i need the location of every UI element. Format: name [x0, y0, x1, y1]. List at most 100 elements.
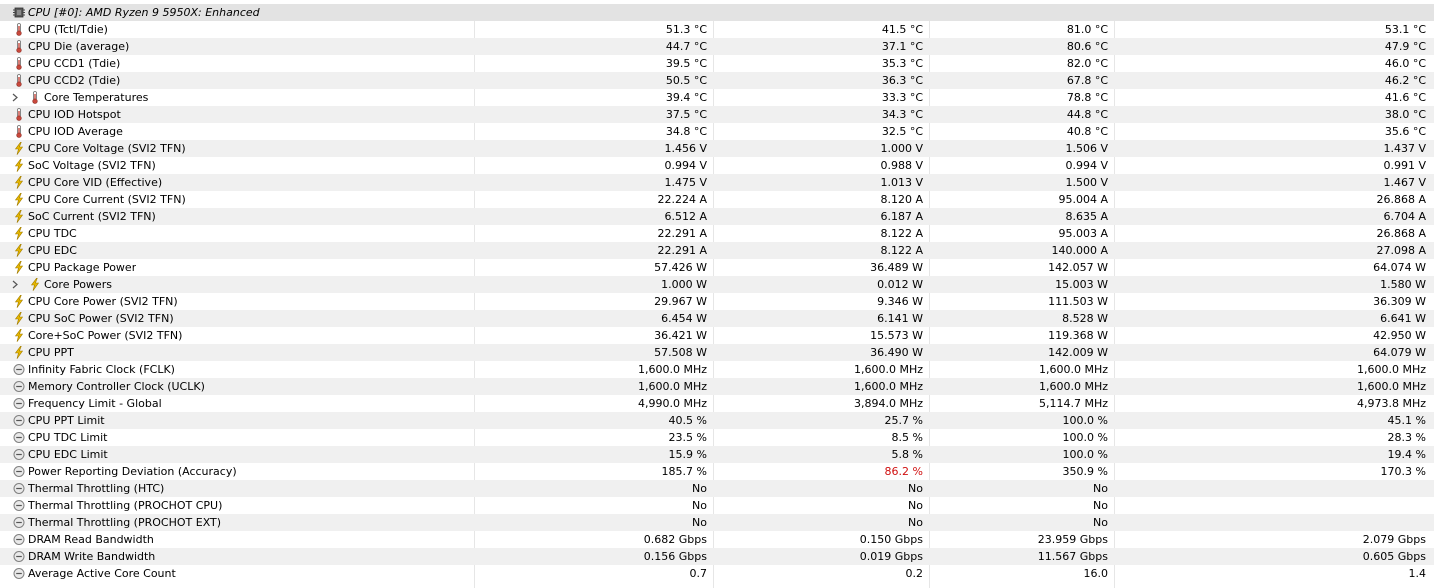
current-value: 6.454 W [661, 312, 707, 325]
maximum-value: 5,114.7 MHz [1038, 397, 1108, 410]
sensor-row[interactable]: CPU (Tctl/Tdie) 51.3 °C 41.5 °C 81.0 °C 53.1… [0, 21, 1434, 38]
sensor-row[interactable]: CPU Core Voltage (SVI2 TFN) 1.456 V 1.000 … [0, 140, 1434, 157]
maximum-value: No [1093, 482, 1108, 495]
average-value: 19.4 % [1387, 448, 1426, 461]
gauge-icon [13, 380, 25, 393]
sensor-row[interactable]: Core+SoC Power (SVI2 TFN) 36.421 W 15.573 … [0, 327, 1434, 344]
current-value: 51.3 °C [665, 23, 707, 36]
gauge-icon [13, 431, 25, 444]
current-value: 57.426 W [654, 261, 707, 274]
sensor-group-row[interactable]: Core Temperatures 39.4 °C 33.3 °C 78.8 °C 41… [0, 89, 1434, 106]
maximum-value: 0.994 V [1065, 159, 1108, 172]
sensor-row[interactable]: Frequency Limit - Global 4,990.0 MHz 3,894… [0, 395, 1434, 412]
expand-chevron-icon[interactable] [11, 89, 21, 106]
maximum-value: 1,600.0 MHz [1038, 380, 1108, 393]
sensor-label: CPU (Tctl/Tdie) [28, 23, 108, 36]
sensor-row[interactable]: CPU CCD2 (Tdie) 50.5 °C 36.3 °C 67.8 °C 46.2… [0, 72, 1434, 89]
sensor-row[interactable]: CPU Die (average) 44.7 °C 37.1 °C 80.6 °C 47… [0, 38, 1434, 55]
minimum-value: 6.141 W [877, 312, 923, 325]
expand-chevron-icon[interactable] [11, 276, 21, 293]
minimum-value: 0.150 Gbps [859, 533, 923, 546]
lightning-icon [13, 312, 25, 325]
minimum-value: 15.573 W [870, 329, 923, 342]
sensor-row[interactable]: CPU EDC Limit 15.9 % 5.8 % 100.0 % 19.4 % [0, 446, 1434, 463]
sensor-row[interactable]: CPU Core VID (Effective) 1.475 V 1.013 V 1.… [0, 174, 1434, 191]
current-value: 50.5 °C [665, 74, 707, 87]
minimum-value: 33.3 °C [881, 91, 923, 104]
sensor-row[interactable]: Average Active Core Count 0.7 0.2 16.0 1.4 [0, 565, 1434, 582]
sensor-row[interactable]: Thermal Throttling (HTC) No No No [0, 480, 1434, 497]
gauge-icon [13, 482, 25, 495]
average-value: 6.641 W [1380, 312, 1426, 325]
current-value: 1.000 W [661, 278, 707, 291]
minimum-value: 36.490 W [870, 346, 923, 359]
sensor-row[interactable]: CPU TDC 22.291 A 8.122 A 95.003 A 26.868 A [0, 225, 1434, 242]
sensor-label: CPU EDC Limit [28, 448, 108, 461]
current-value: 39.4 °C [665, 91, 707, 104]
maximum-value: 142.009 W [1048, 346, 1108, 359]
column-divider[interactable] [474, 4, 475, 588]
average-value: 1.4 [1408, 567, 1427, 580]
sensor-row[interactable]: SoC Voltage (SVI2 TFN) 0.994 V 0.988 V 0.99… [0, 157, 1434, 174]
lightning-icon [13, 295, 25, 308]
current-value: 0.682 Gbps [643, 533, 707, 546]
average-value: 46.2 °C [1384, 74, 1426, 87]
maximum-value: 16.0 [1083, 567, 1109, 580]
average-value: 1,600.0 MHz [1356, 363, 1426, 376]
sensor-row[interactable]: Memory Controller Clock (UCLK) 1,600.0 MH… [0, 378, 1434, 395]
sensor-row[interactable]: CPU PPT Limit 40.5 % 25.7 % 100.0 % 45.1 % [0, 412, 1434, 429]
sensor-row[interactable]: CPU TDC Limit 23.5 % 8.5 % 100.0 % 28.3 % [0, 429, 1434, 446]
sensor-group-title: CPU [#0]: AMD Ryzen 9 5950X: Enhanced [28, 6, 260, 19]
sensor-label: Memory Controller Clock (UCLK) [28, 380, 205, 393]
minimum-value: 0.988 V [880, 159, 923, 172]
average-value: 0.605 Gbps [1362, 550, 1426, 563]
gauge-icon [13, 550, 25, 563]
column-divider[interactable] [1114, 4, 1115, 588]
sensor-label: SoC Current (SVI2 TFN) [28, 210, 156, 223]
column-divider[interactable] [929, 4, 930, 588]
average-value: 26.868 A [1376, 227, 1426, 240]
average-value: 35.6 °C [1384, 125, 1426, 138]
sensor-group-row[interactable]: Core Powers 1.000 W 0.012 W 15.003 W 1.580 W [0, 276, 1434, 293]
lightning-icon [13, 227, 25, 240]
current-value: No [692, 516, 707, 529]
lightning-icon [13, 210, 25, 223]
current-value: 22.291 A [657, 227, 707, 240]
sensor-row[interactable]: CPU CCD1 (Tdie) 39.5 °C 35.3 °C 82.0 °C 46.0… [0, 55, 1434, 72]
sensor-row[interactable]: DRAM Write Bandwidth 0.156 Gbps 0.019 Gbps… [0, 548, 1434, 565]
sensor-row[interactable]: Thermal Throttling (PROCHOT EXT) No No No [0, 514, 1434, 531]
sensor-row[interactable]: CPU Package Power 57.426 W 36.489 W 142.057… [0, 259, 1434, 276]
maximum-value: 40.8 °C [1066, 125, 1108, 138]
sensor-row[interactable]: Thermal Throttling (PROCHOT CPU) No No No [0, 497, 1434, 514]
sensor-row[interactable]: CPU Core Power (SVI2 TFN) 29.967 W 9.346 W… [0, 293, 1434, 310]
sensor-row[interactable]: CPU IOD Hotspot 37.5 °C 34.3 °C 44.8 °C 38.0… [0, 106, 1434, 123]
sensor-row[interactable]: CPU Core Current (SVI2 TFN) 22.224 A 8.120… [0, 191, 1434, 208]
average-value [1115, 480, 1426, 497]
lightning-icon [13, 142, 25, 155]
column-divider[interactable] [713, 4, 714, 588]
minimum-value: 36.3 °C [881, 74, 923, 87]
maximum-value: 44.8 °C [1066, 108, 1108, 121]
average-value: 1.467 V [1383, 176, 1426, 189]
sensor-row[interactable]: CPU SoC Power (SVI2 TFN) 6.454 W 6.141 W 8.… [0, 310, 1434, 327]
current-value: No [692, 499, 707, 512]
current-value: 22.224 A [657, 193, 707, 206]
average-value: 0.991 V [1383, 159, 1426, 172]
sensor-row[interactable]: CPU PPT 57.508 W 36.490 W 142.009 W 64.079 W [0, 344, 1434, 361]
minimum-value: 5.8 % [891, 448, 923, 461]
maximum-value: 100.0 % [1062, 448, 1108, 461]
sensor-group-header[interactable]: CPU [#0]: AMD Ryzen 9 5950X: Enhanced [0, 4, 1434, 21]
sensor-label: Infinity Fabric Clock (FCLK) [28, 363, 175, 376]
sensor-row[interactable]: CPU IOD Average 34.8 °C 32.5 °C 40.8 °C 35.6… [0, 123, 1434, 140]
average-value: 170.3 % [1380, 465, 1426, 478]
sensor-row[interactable]: Infinity Fabric Clock (FCLK) 1,600.0 MHz 1… [0, 361, 1434, 378]
sensor-row[interactable]: DRAM Read Bandwidth 0.682 Gbps 0.150 Gbps 2… [0, 531, 1434, 548]
average-value [1115, 497, 1426, 514]
average-value: 27.098 A [1376, 244, 1426, 257]
sensor-label: Thermal Throttling (PROCHOT CPU) [28, 499, 223, 512]
thermometer-icon [13, 125, 25, 138]
sensor-row[interactable]: SoC Current (SVI2 TFN) 6.512 A 6.187 A 8.63… [0, 208, 1434, 225]
thermometer-icon [29, 91, 41, 104]
sensor-row[interactable]: CPU EDC 22.291 A 8.122 A 140.000 A 27.098 A [0, 242, 1434, 259]
sensor-row[interactable]: Power Reporting Deviation (Accuracy) 185.… [0, 463, 1434, 480]
